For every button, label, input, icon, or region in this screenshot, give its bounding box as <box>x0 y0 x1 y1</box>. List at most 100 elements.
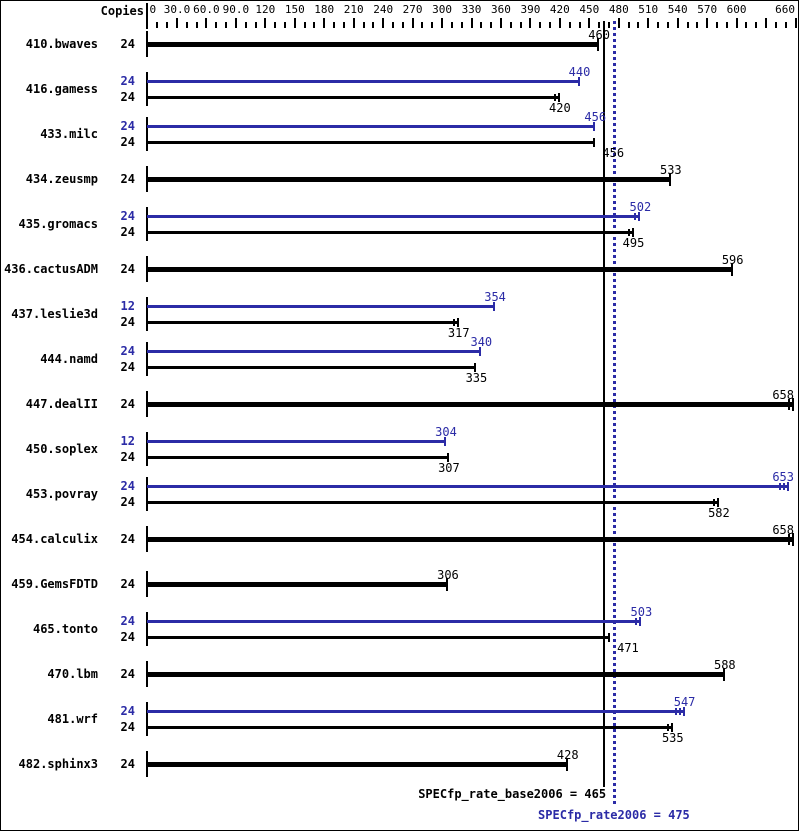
group-origin-segment <box>146 612 148 646</box>
axis-minor-tick <box>254 22 257 28</box>
axis-minor-tick <box>696 22 699 28</box>
copies-value: 24 <box>120 315 135 329</box>
benchmark-label: 453.povray <box>25 487 98 501</box>
axis-major-tick <box>264 18 267 28</box>
bar-end-tick <box>722 667 725 681</box>
bar-end-tick <box>668 172 671 186</box>
group-origin-segment <box>146 702 148 736</box>
bar-end-tick <box>631 227 634 237</box>
axis-minor-tick <box>372 22 375 28</box>
bar-end-tick <box>597 37 600 51</box>
axis-minor-tick <box>637 22 640 28</box>
copies-value: 24 <box>120 172 135 186</box>
axis-minor-tick <box>283 22 286 28</box>
bar-value-label: 340 <box>470 335 493 349</box>
result-bar <box>147 230 634 234</box>
bar-value-label: 582 <box>708 506 730 520</box>
result-bar <box>147 266 733 272</box>
bar-end-tick <box>553 93 556 101</box>
axis-tick-label: 150 <box>284 3 305 16</box>
result-bar <box>147 725 673 729</box>
bar-end-tick <box>634 212 637 220</box>
result-bar <box>147 536 794 542</box>
group-origin-segment <box>146 342 148 376</box>
axis-tick-label: 300 <box>432 3 452 16</box>
axis-tick-label: 30.0 <box>163 3 191 16</box>
axis-tick-label: 390 <box>520 3 541 16</box>
axis-minor-tick <box>274 22 277 28</box>
bar-end-tick <box>786 481 789 491</box>
benchmark-label: 444.namd <box>40 352 98 366</box>
bar-end-tick <box>791 532 794 546</box>
copies-value: 24 <box>120 532 135 546</box>
axis-major-tick <box>323 18 326 28</box>
axis-tick-label: 510 <box>638 3 659 16</box>
result-bar <box>147 455 449 459</box>
axis-origin-line <box>146 3 148 29</box>
axis-tick-label: 480 <box>608 3 629 16</box>
bar-end-tick <box>670 722 673 732</box>
axis-minor-tick <box>460 22 463 28</box>
bar-end-tick <box>445 577 448 591</box>
bar-value-label: 533 <box>659 163 682 177</box>
bar-value-label: 440 <box>568 65 591 79</box>
bar-end-tick <box>639 616 642 626</box>
bar-end-tick <box>678 707 681 715</box>
axis-minor-tick <box>391 22 394 28</box>
group-origin-segment <box>146 117 148 151</box>
result-bar <box>147 619 642 623</box>
axis-minor-tick <box>225 22 228 28</box>
axis-tick-label: 600 <box>726 3 747 16</box>
axis-minor-tick <box>509 22 512 28</box>
bar-value-label: 503 <box>630 605 653 619</box>
bar-end-tick <box>674 707 677 715</box>
copies-value: 24 <box>120 479 135 493</box>
bar-end-tick <box>666 723 669 731</box>
bar-end-tick <box>791 397 794 411</box>
benchmark-label: 481.wrf <box>47 712 98 726</box>
copies-value: 24 <box>120 720 135 734</box>
result-bar <box>147 635 610 639</box>
axis-minor-tick <box>401 22 404 28</box>
result-bar <box>147 320 459 324</box>
bar-end-tick <box>493 301 496 311</box>
bar-end-tick <box>577 76 580 86</box>
bar-end-tick <box>607 632 610 642</box>
group-origin-segment <box>146 297 148 331</box>
benchmark-label: 465.tonto <box>32 622 98 636</box>
group-origin-segment <box>146 72 148 106</box>
axis-minor-tick <box>313 22 316 28</box>
result-bar <box>147 349 482 353</box>
axis-minor-tick <box>490 22 493 28</box>
result-bar <box>147 484 789 488</box>
benchmark-label: 482.sphinx3 <box>18 757 98 771</box>
benchmark-label: 450.soplex <box>25 442 98 456</box>
value-axis: 0 30.0 60.0 90.0 120 150 180 210 240 270 300 330 360… <box>1 1 798 31</box>
axis-major-tick <box>647 18 650 28</box>
bar-value-label: 471 <box>617 641 639 655</box>
copies-column-header: Copies <box>100 4 144 18</box>
result-bar <box>147 365 477 369</box>
axis-minor-tick <box>156 22 159 28</box>
axis-minor-tick <box>421 22 424 28</box>
axis-tick-label: 450 <box>579 3 600 16</box>
axis-tick-label: 0 <box>149 3 157 16</box>
result-bar <box>147 41 600 47</box>
benchmark-label: 459.GemsFDTD <box>11 577 98 591</box>
axis-minor-tick <box>539 22 542 28</box>
axis-minor-tick <box>431 22 434 28</box>
bar-value-label: 317 <box>447 326 470 340</box>
result-bar <box>147 500 719 504</box>
axis-major-tick <box>676 18 679 28</box>
result-bar <box>147 79 580 83</box>
axis-minor-tick <box>333 22 336 28</box>
axis-major-tick <box>470 18 473 28</box>
axis-major-tick <box>706 18 709 28</box>
bar-end-tick <box>565 757 568 771</box>
axis-major-tick <box>234 18 237 28</box>
axis-major-tick <box>558 18 561 28</box>
copies-value: 24 <box>120 450 135 464</box>
result-bar <box>147 214 641 218</box>
axis-tick-label: 360 <box>491 3 511 16</box>
